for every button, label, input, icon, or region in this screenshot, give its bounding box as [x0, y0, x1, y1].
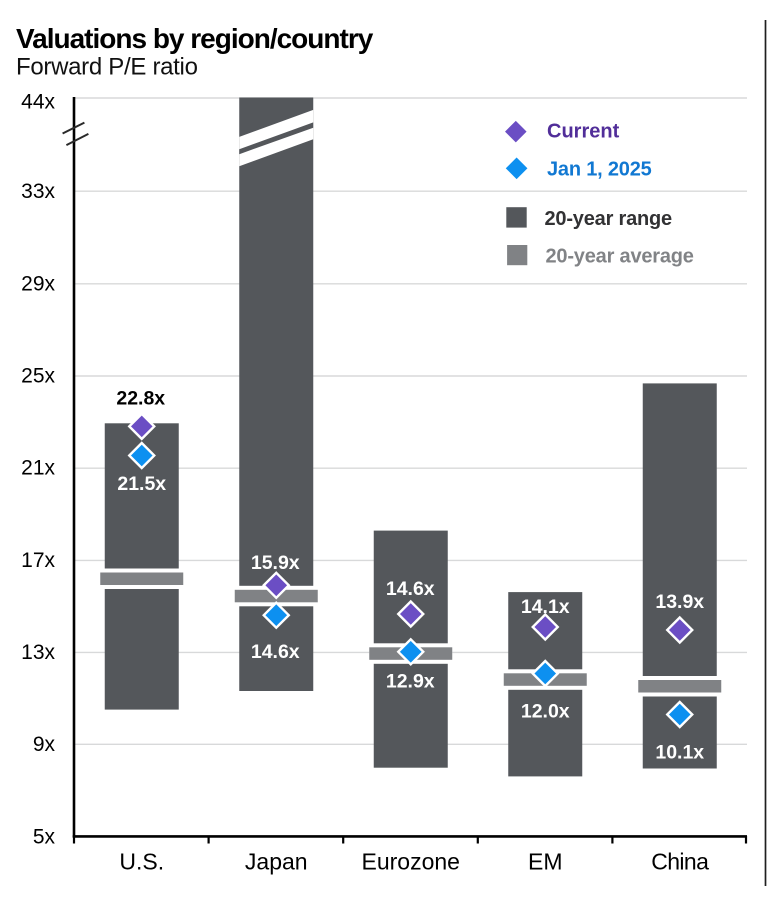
svg-text:12.9x: 12.9x — [386, 671, 435, 693]
svg-text:33x: 33x — [21, 180, 55, 203]
svg-text:9x: 9x — [33, 733, 56, 756]
svg-text:44x: 44x — [21, 91, 55, 114]
svg-text:10.1x: 10.1x — [655, 742, 704, 764]
svg-text:EM: EM — [528, 849, 563, 875]
svg-text:21.5x: 21.5x — [117, 473, 166, 495]
svg-text:Jan 1, 2025: Jan 1, 2025 — [547, 158, 652, 180]
svg-text:China: China — [651, 849, 709, 875]
svg-text:Valuations by region/country: Valuations by region/country — [16, 23, 374, 54]
svg-text:25x: 25x — [21, 365, 55, 388]
svg-text:17x: 17x — [21, 549, 55, 572]
svg-text:13.9x: 13.9x — [655, 591, 704, 613]
svg-text:14.6x: 14.6x — [386, 578, 435, 600]
svg-text:21x: 21x — [21, 457, 55, 480]
svg-text:22.8x: 22.8x — [116, 387, 165, 409]
svg-text:13x: 13x — [21, 641, 55, 664]
svg-text:14.1x: 14.1x — [521, 596, 570, 618]
svg-text:Japan: Japan — [245, 849, 308, 875]
svg-text:20-year average: 20-year average — [546, 245, 694, 267]
svg-text:Eurozone: Eurozone — [362, 849, 460, 875]
svg-text:U.S.: U.S. — [119, 849, 164, 875]
svg-text:20-year range: 20-year range — [545, 208, 673, 230]
svg-text:15.9x: 15.9x — [251, 552, 300, 574]
svg-text:14.6x: 14.6x — [251, 641, 300, 663]
svg-text:Forward P/E ratio: Forward P/E ratio — [16, 54, 198, 81]
svg-text:12.0x: 12.0x — [521, 701, 570, 723]
svg-text:5x: 5x — [33, 826, 56, 849]
svg-text:29x: 29x — [21, 273, 55, 296]
svg-text:Current: Current — [547, 120, 620, 142]
